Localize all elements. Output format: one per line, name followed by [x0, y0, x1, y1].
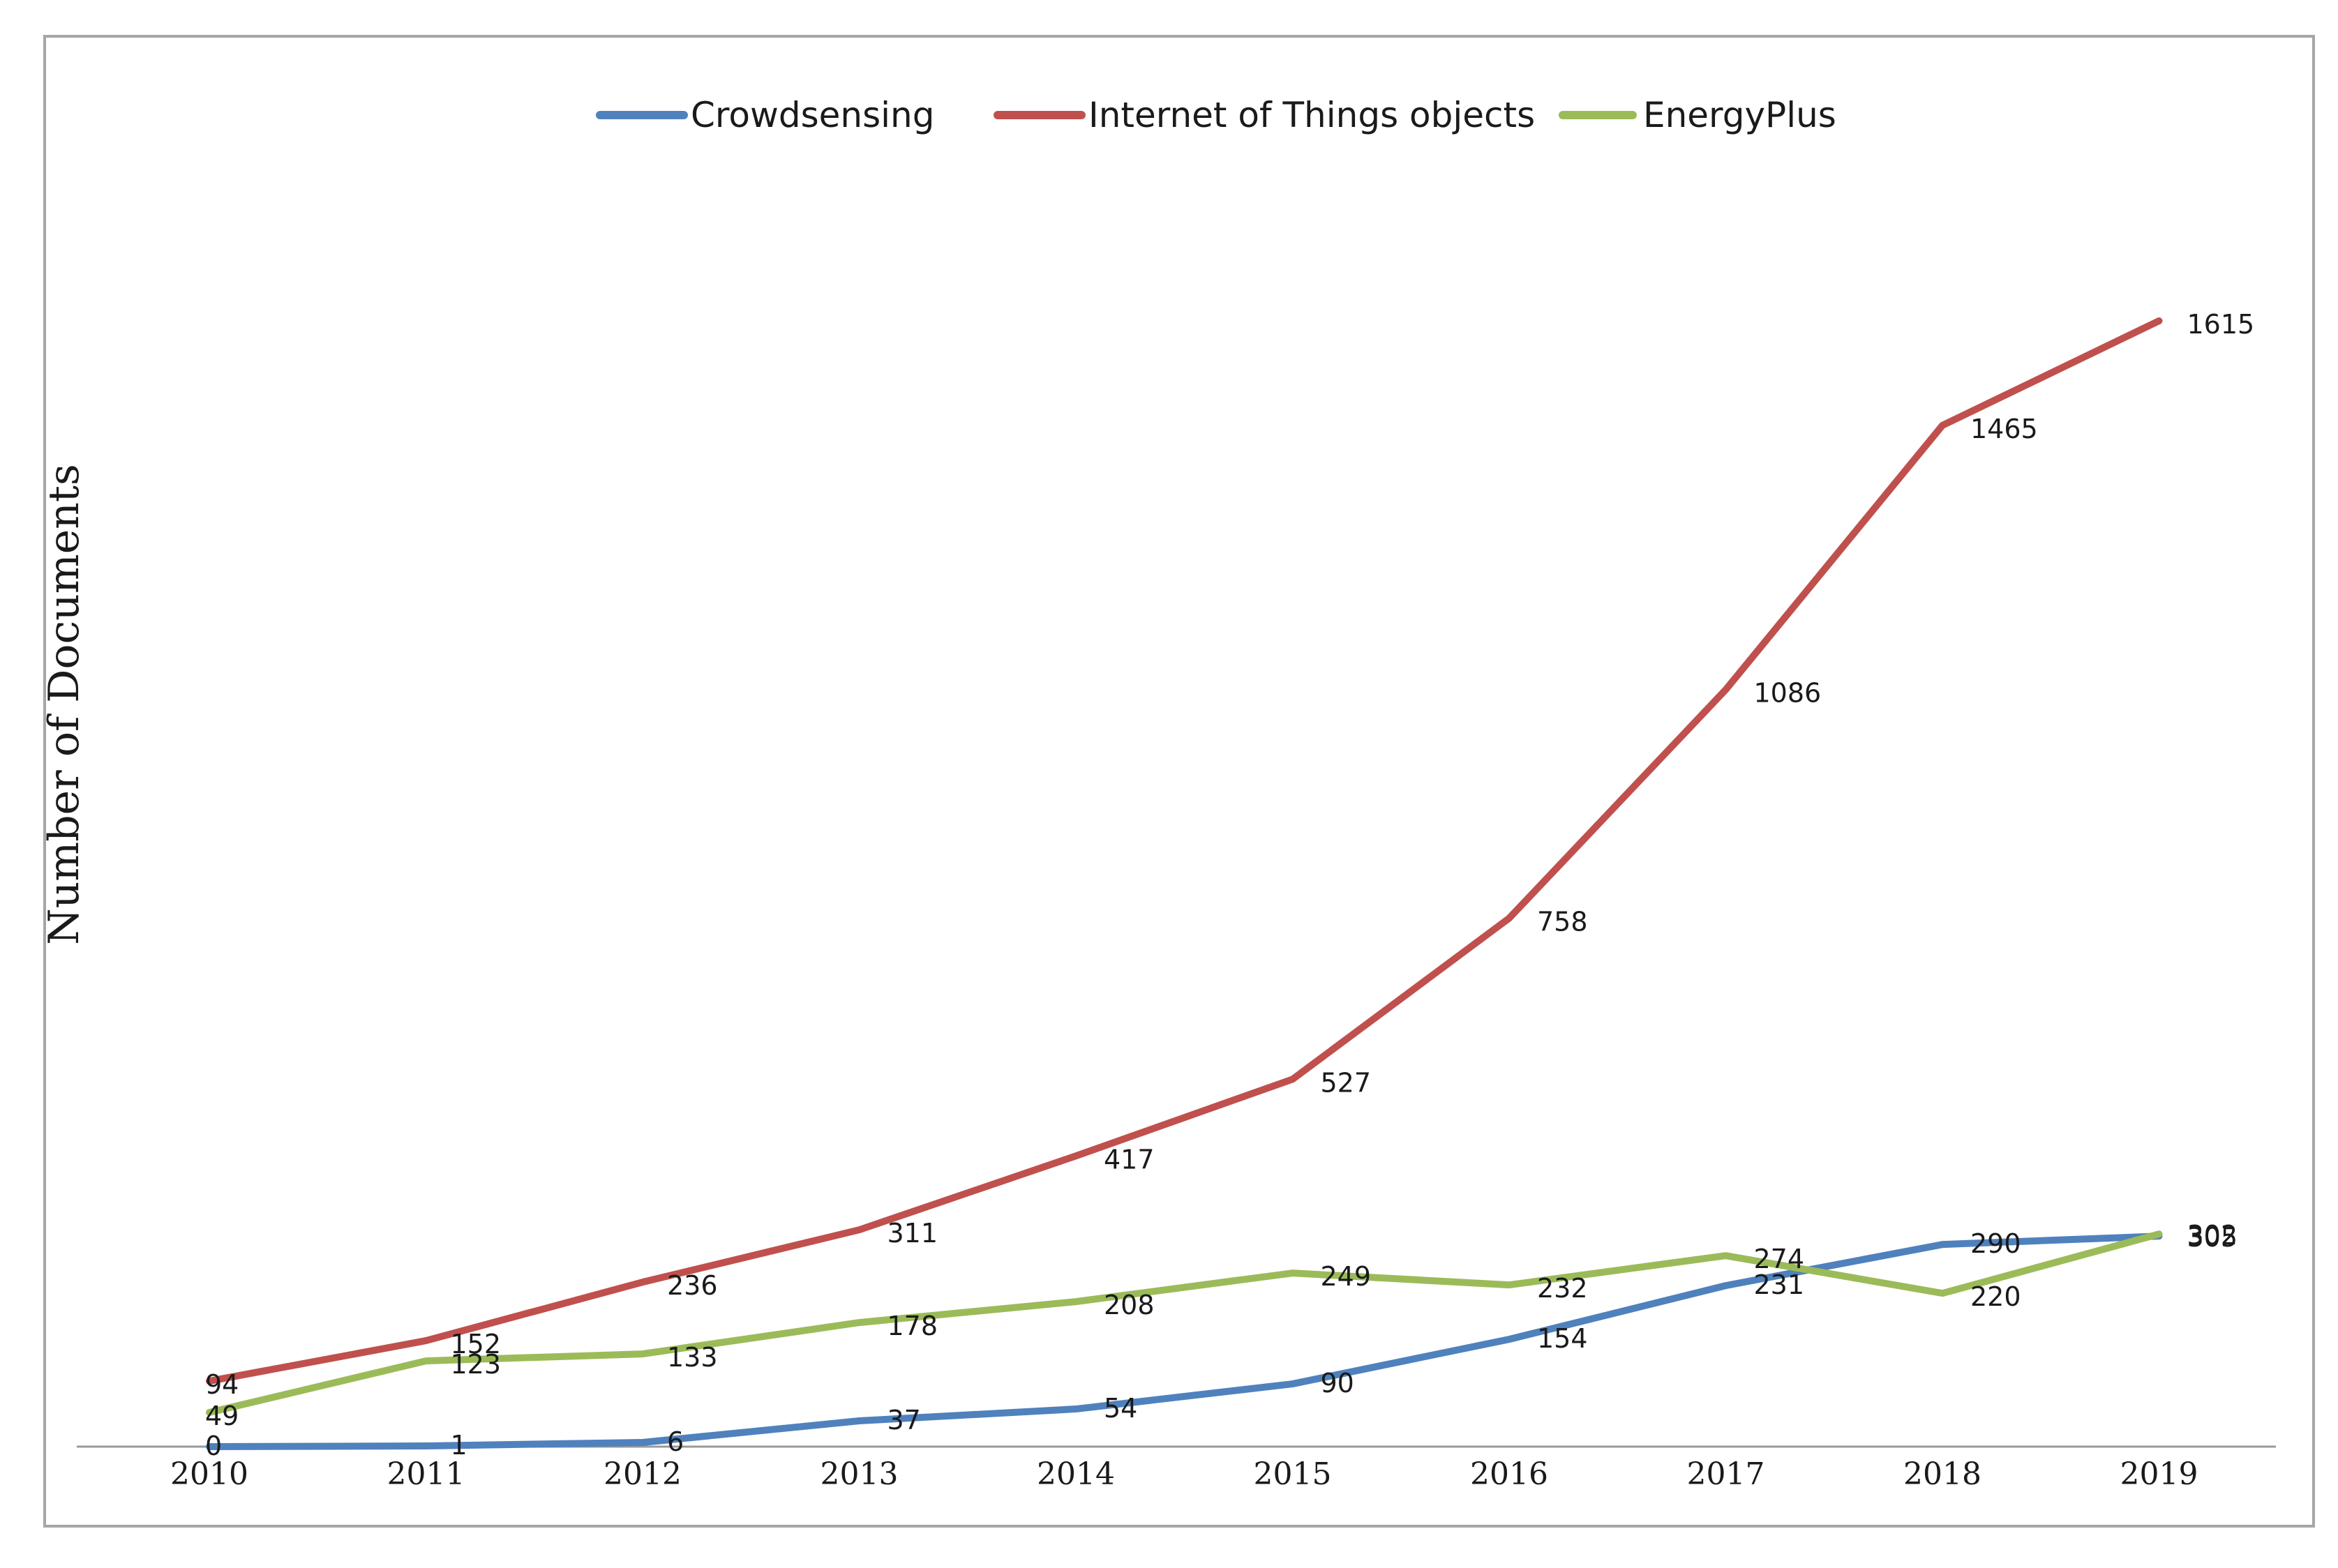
data-label-iot-objects: 311 — [887, 1218, 938, 1249]
data-label-energyplus: 232 — [1537, 1273, 1588, 1304]
x-tick-labels: 2010 2011 2012 2013 2014 2015 2016 2017 2018 2019 — [170, 1456, 2198, 1492]
data-label-iot-objects: 152 — [451, 1329, 502, 1359]
data-label-iot-objects: 1465 — [1970, 414, 2038, 444]
data-label-energyplus: 208 — [1104, 1290, 1155, 1320]
series-lines — [206, 317, 2163, 1450]
series-line-iot-objects — [206, 317, 2163, 1385]
data-label-energyplus: 274 — [1754, 1244, 1805, 1274]
data-label-iot-objects: 236 — [667, 1270, 718, 1301]
data-label-iot-objects: 527 — [1321, 1067, 1372, 1098]
legend-item-crowdsensing: Crowdsensing — [596, 95, 934, 135]
data-label-crowdsensing: 54 — [1104, 1393, 1137, 1424]
data-label-crowdsensing: 90 — [1321, 1368, 1354, 1399]
data-label-crowdsensing: 0 — [205, 1431, 222, 1461]
data-label-crowdsensing: 154 — [1537, 1323, 1588, 1354]
x-tick-label: 2013 — [820, 1456, 899, 1492]
data-label-crowdsensing: 302 — [2187, 1220, 2238, 1251]
data-label-energyplus: 123 — [451, 1349, 502, 1380]
legend: Crowdsensing Internet of Things objects … — [596, 95, 1836, 135]
data-label-energyplus: 220 — [1970, 1281, 2021, 1312]
data-label-energyplus: 133 — [667, 1342, 718, 1373]
x-tick-label: 2010 — [170, 1456, 248, 1492]
x-tick-label: 2015 — [1254, 1456, 1332, 1492]
legend-label-energyplus: EnergyPlus — [1643, 95, 1836, 135]
legend-label-crowdsensing: Crowdsensing — [691, 95, 934, 135]
legend-label-iot-objects: Internet of Things objects — [1088, 95, 1535, 135]
data-label-crowdsensing: 6 — [667, 1426, 684, 1457]
x-tick-label: 2018 — [1903, 1456, 1981, 1492]
data-label-crowdsensing: 231 — [1754, 1269, 1805, 1300]
data-label-energyplus: 249 — [1321, 1261, 1372, 1292]
x-tick-label: 2016 — [1470, 1456, 1548, 1492]
data-label-iot-objects: 1615 — [2187, 309, 2255, 340]
data-label-crowdsensing: 1 — [451, 1430, 467, 1461]
data-label-iot-objects: 94 — [205, 1369, 239, 1400]
data-label-energyplus: 49 — [205, 1401, 239, 1431]
data-label-crowdsensing: 290 — [1970, 1228, 2021, 1259]
x-tick-label: 2012 — [604, 1456, 682, 1492]
data-label-iot-objects: 758 — [1537, 906, 1588, 937]
data-label-iot-objects: 417 — [1104, 1144, 1155, 1175]
data-label-energyplus: 305 — [2187, 1222, 2238, 1253]
x-tick-label: 2017 — [1687, 1456, 1765, 1492]
series-line-crowdsensing — [206, 1232, 2163, 1450]
chart-frame — [43, 35, 2315, 1528]
x-tick-label: 2019 — [2120, 1456, 2198, 1492]
y-axis-label: Number of Documents — [40, 464, 89, 945]
data-label-iot-objects: 1086 — [1754, 678, 1822, 709]
legend-item-energyplus: EnergyPlus — [1559, 95, 1836, 135]
legend-item-iot-objects: Internet of Things objects — [994, 95, 1535, 135]
data-label-crowdsensing: 37 — [887, 1405, 921, 1435]
x-tick-label: 2014 — [1037, 1456, 1115, 1492]
series-line-energyplus — [206, 1230, 2163, 1417]
data-labels: 0 1 6 37 54 90 154 231 290 302 94 152 236 311 417 527 75… — [205, 309, 2254, 1461]
x-tick-label: 2011 — [387, 1456, 465, 1492]
data-label-energyplus: 178 — [887, 1311, 938, 1341]
